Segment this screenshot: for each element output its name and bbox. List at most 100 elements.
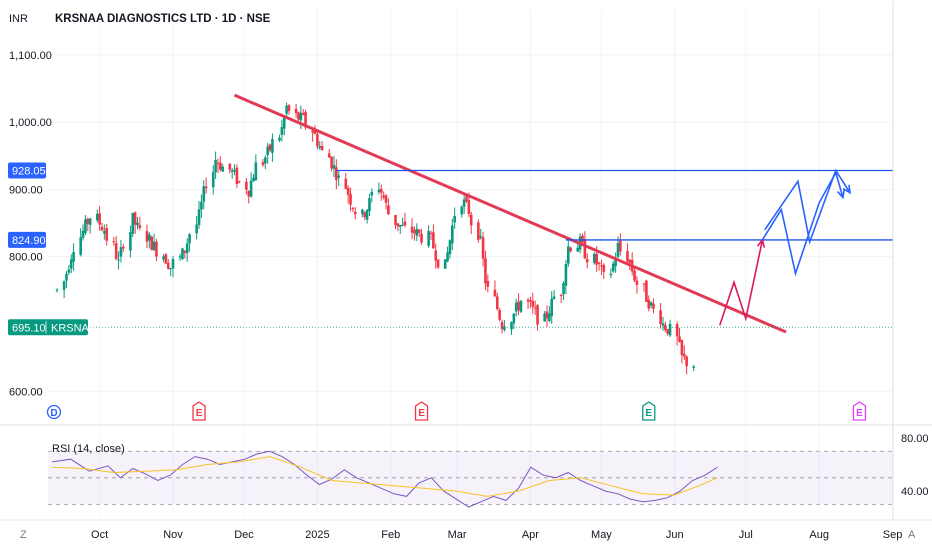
candle-body: [254, 162, 258, 181]
level-price-tag: [8, 231, 46, 248]
candle-body: [448, 240, 452, 254]
candle-body: [327, 153, 331, 158]
candle-body: [410, 226, 414, 233]
candle-body: [237, 181, 241, 183]
candle-body: [81, 230, 85, 238]
candle-body: [382, 195, 385, 198]
candle-body: [510, 322, 513, 330]
earnings-marker: [642, 401, 656, 421]
candle-body: [562, 283, 565, 295]
drawings: [48, 93, 893, 334]
level-price-tag-text: 928.05: [12, 166, 46, 178]
candle-body: [361, 209, 364, 215]
candle-body: [183, 250, 187, 253]
candle-body: [531, 301, 535, 307]
x-tick-label: 2025: [305, 529, 329, 541]
candle-body: [353, 211, 357, 215]
candle-body: [119, 247, 123, 257]
projection-path-red: [719, 239, 764, 326]
candle-body: [228, 163, 232, 170]
candle-body: [301, 113, 305, 115]
candle-body: [500, 322, 504, 329]
rsi-line: [51, 450, 718, 508]
auto-scale-toggle[interactable]: A: [908, 529, 916, 541]
current-price-value: 695.10: [12, 322, 46, 334]
candle-body: [349, 194, 352, 205]
candle-body: [396, 223, 400, 227]
candle-body: [86, 218, 90, 224]
earnings-marker: [852, 401, 867, 421]
y-tick-label: 1,100.00: [9, 50, 52, 62]
candle-body: [493, 289, 497, 297]
x-tick-label: Sep: [883, 529, 903, 541]
candle-body: [569, 247, 572, 252]
current-price-tag: [8, 319, 88, 336]
candle-body: [377, 189, 381, 193]
rsi-pane: RSI (14, close) 80.00 40.00: [48, 433, 929, 508]
candle-body: [692, 366, 696, 369]
candle-body: [84, 219, 87, 233]
candle-body: [550, 298, 554, 317]
candle-body: [278, 137, 281, 141]
x-tick-label: Feb: [381, 529, 400, 541]
currency-label: INR: [9, 13, 28, 25]
candle-body: [150, 236, 153, 251]
candle-body: [415, 228, 419, 236]
candle-body: [114, 243, 118, 259]
candle-body: [88, 218, 92, 225]
candle-body: [268, 144, 272, 151]
candle-body: [249, 180, 253, 197]
candle-body: [188, 234, 191, 244]
candle-body: [55, 289, 59, 291]
candle-body: [264, 157, 267, 164]
rsi-tick-label: 80.00: [901, 433, 929, 445]
log-scale-toggle[interactable]: Z: [20, 529, 27, 541]
candle-body: [420, 233, 423, 243]
earnings-marker: [192, 401, 206, 421]
candle-body: [548, 313, 551, 321]
candle-body: [564, 263, 568, 286]
candle-body: [552, 296, 556, 299]
candle-body: [680, 340, 684, 356]
level-price-tag: [8, 162, 46, 179]
candle-body: [145, 231, 149, 242]
candle-body: [318, 146, 322, 148]
candle-body: [543, 313, 546, 322]
candle-body: [204, 186, 208, 189]
candle-body: [503, 326, 506, 330]
rsi-tick-label: 40.00: [901, 486, 929, 498]
candle-body: [72, 252, 75, 262]
y-tick-label: 1,000.00: [9, 117, 52, 129]
candle-body: [678, 336, 681, 342]
candle-body: [197, 209, 201, 226]
candle-body: [211, 172, 215, 188]
candle-body: [230, 170, 234, 172]
candle-body: [216, 162, 220, 164]
candle-body: [233, 169, 236, 172]
x-tick-label: Mar: [448, 529, 467, 541]
candle-body: [649, 302, 653, 306]
y-tick-label: 800.00: [9, 252, 43, 264]
candle-body: [162, 256, 165, 260]
candle-body: [67, 269, 71, 273]
candle-body: [626, 251, 629, 262]
rsi-label: RSI (14, close): [52, 443, 125, 455]
candle-body: [304, 112, 307, 128]
candle-body: [148, 234, 151, 241]
candle-body: [245, 181, 248, 190]
candle-body: [152, 241, 156, 250]
candle-body: [178, 256, 182, 258]
candle-body: [195, 224, 198, 234]
candle-body: [436, 259, 440, 268]
candle-body: [138, 225, 142, 228]
candle-body: [427, 231, 430, 246]
projection-path-blue-b: [764, 168, 851, 245]
x-tick-label: Jul: [739, 529, 753, 541]
candle-body: [647, 299, 651, 309]
candle-body: [616, 243, 620, 257]
candle-body: [668, 323, 672, 336]
candle-body: [311, 130, 314, 133]
candle-body: [545, 311, 549, 319]
candle-body: [477, 222, 480, 240]
